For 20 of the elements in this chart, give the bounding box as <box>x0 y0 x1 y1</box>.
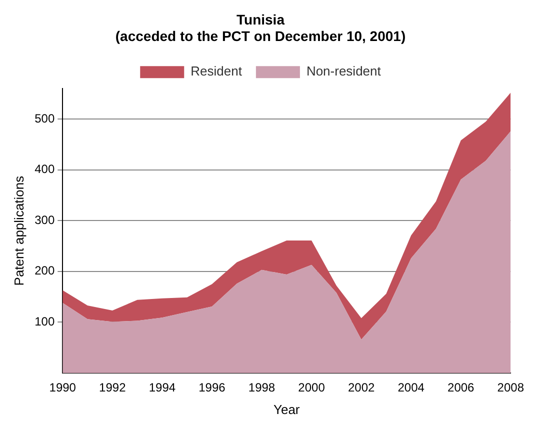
y-tick-label: 100 <box>34 314 55 329</box>
y-tick-label: 200 <box>34 264 55 278</box>
x-tick-label: 2006 <box>448 380 475 395</box>
legend-label: Resident <box>190 64 242 79</box>
x-axis-title: Year <box>273 402 300 417</box>
x-tick-label: 1990 <box>49 380 76 395</box>
x-tick-label: 1992 <box>99 380 126 395</box>
x-tick-label: 1998 <box>248 380 276 395</box>
legend-label: Non-resident <box>306 64 382 79</box>
chart-title: Tunisia (acceded to the PCT on December 10, 2001) <box>115 11 406 44</box>
y-axis-title: Patent applications <box>11 175 26 286</box>
x-tick-label: 1996 <box>198 380 226 395</box>
x-tick-label: 2004 <box>398 380 425 395</box>
x-tick-label: 1994 <box>148 380 176 395</box>
y-tick-label: 400 <box>34 162 55 176</box>
y-tick-label: 300 <box>34 212 55 227</box>
x-tick-label: 2008 <box>497 380 524 395</box>
y-tick-label: 500 <box>34 111 55 126</box>
x-tick-label: 2002 <box>348 380 375 395</box>
x-tick-label: 2000 <box>298 380 326 395</box>
